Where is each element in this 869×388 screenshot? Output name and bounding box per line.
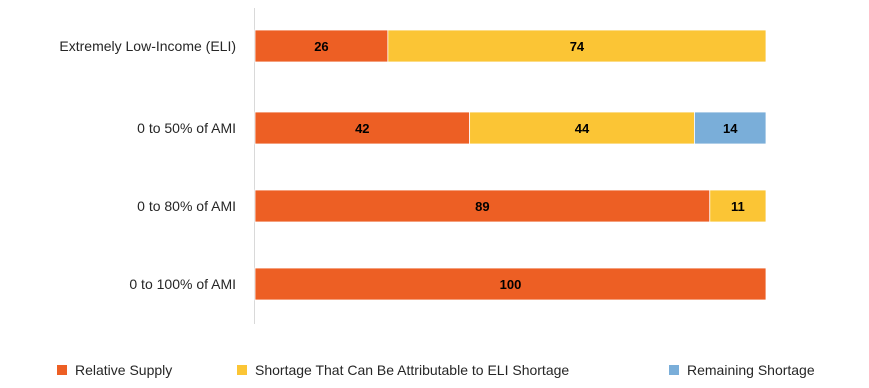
data-label-shortage-that-can-be-attributable-to-eli-shortage-0-to-50-of-ami: 44 [575, 121, 590, 136]
bar-shortage-that-can-be-attributable-to-eli-shortage-0-to-80-of-ami [709, 189, 767, 223]
category-label-extremely-low-income-eli: Extremely Low-Income (ELI) [59, 38, 236, 54]
legend-swatch-relative-supply [57, 365, 67, 375]
legend-item-remaining-shortage: Remaining Shortage [669, 362, 815, 378]
data-label-relative-supply-0-to-100-of-ami: 100 [500, 277, 522, 292]
legend: Relative Supply Shortage That Can Be Att… [0, 362, 869, 384]
data-label-remaining-shortage-0-to-50-of-ami: 14 [723, 121, 738, 136]
legend-item-eli-shortage: Shortage That Can Be Attributable to ELI… [237, 362, 569, 378]
legend-swatch-remaining-shortage [669, 365, 679, 375]
category-labels: Extremely Low-Income (ELI) 0 to 50% of AM… [59, 38, 236, 292]
category-label-0-to-50-of-ami: 0 to 50% of AMI [137, 120, 236, 136]
bar-relative-supply-0-to-100-of-ami [254, 267, 767, 301]
bar-shortage-that-can-be-attributable-to-eli-shortage-extremely-low-income-eli [387, 29, 767, 63]
legend-label-remaining-shortage: Remaining Shortage [687, 362, 815, 378]
bar-relative-supply-0-to-50-of-ami [254, 111, 471, 145]
data-label-relative-supply-extremely-low-income-eli: 26 [314, 39, 328, 54]
bars-group: 26 74 42 44 14 89 11 100 [254, 29, 767, 301]
legend-label-eli-shortage: Shortage That Can Be Attributable to ELI… [255, 362, 570, 378]
legend-swatch-eli-shortage [237, 365, 247, 375]
legend-label-relative-supply: Relative Supply [75, 362, 173, 378]
bar-remaining-shortage-0-to-50-of-ami [694, 111, 767, 145]
stacked-bar-chart: 26 74 42 44 14 89 11 100 Extremely Low-Income (… [59, 8, 767, 324]
data-label-shortage-that-can-be-attributable-to-eli-shortage-extremely-low-income-eli: 74 [570, 39, 585, 54]
data-label-shortage-that-can-be-attributable-to-eli-shortage-0-to-80-of-ami: 11 [731, 199, 745, 214]
category-label-0-to-100-of-ami: 0 to 100% of AMI [129, 276, 236, 292]
data-label-relative-supply-0-to-50-of-ami: 42 [355, 121, 369, 136]
bar-relative-supply-0-to-80-of-ami [254, 189, 711, 223]
data-label-relative-supply-0-to-80-of-ami: 89 [475, 199, 489, 214]
legend-item-relative-supply: Relative Supply [57, 362, 172, 378]
category-label-0-to-80-of-ami: 0 to 80% of AMI [137, 198, 236, 214]
